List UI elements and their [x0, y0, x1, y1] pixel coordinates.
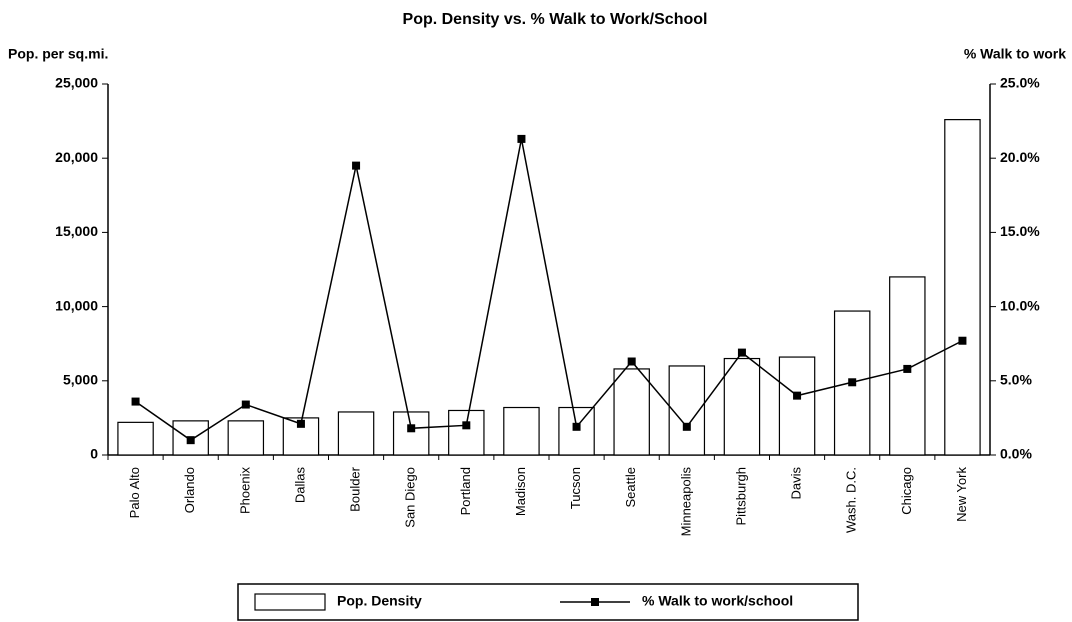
legend-swatch — [254, 593, 326, 611]
marker — [572, 422, 581, 431]
bar — [558, 406, 595, 456]
bar — [117, 421, 154, 456]
y2-tick-label: 5.0% — [1000, 372, 1032, 388]
bar — [448, 409, 485, 456]
y2-tick-label: 0.0% — [1000, 446, 1032, 462]
x-tick-label: Dallas — [292, 467, 307, 504]
x-tick-label: Palo Alto — [127, 467, 142, 518]
y-tick-label: 10,000 — [55, 297, 98, 313]
y2-tick-label: 20.0% — [1000, 149, 1040, 165]
marker — [462, 421, 471, 430]
x-tick-label: Davis — [789, 467, 804, 500]
bar — [723, 357, 761, 456]
marker — [627, 357, 636, 366]
x-tick-label: Portland — [458, 467, 473, 515]
marker — [296, 419, 305, 428]
marker — [737, 348, 746, 357]
marker — [793, 391, 802, 400]
x-tick-label: Boulder — [348, 466, 363, 511]
legend-box — [237, 583, 859, 621]
x-tick-label: Seattle — [623, 467, 638, 507]
y2-tick-label: 10.0% — [1000, 297, 1040, 313]
y-tick-label: 5,000 — [63, 372, 98, 388]
x-tick-label: Tucson — [568, 467, 583, 509]
x-tick-label: Minneapolis — [678, 467, 693, 537]
bar — [392, 411, 430, 456]
y2-tick-label: 15.0% — [1000, 223, 1040, 239]
x-tick-label: Phoenix — [237, 467, 252, 514]
x-tick-label: Madison — [513, 467, 528, 516]
bar — [503, 406, 540, 456]
x-tick-label: Orlando — [182, 467, 197, 513]
y-tick-label: 25,000 — [55, 75, 98, 91]
bar — [227, 420, 265, 456]
marker — [241, 400, 250, 409]
x-tick-label: Pittsburgh — [733, 467, 748, 526]
y-axis-title: Pop. per sq.mi. — [8, 46, 108, 62]
x-tick-label: New York — [954, 467, 969, 522]
x-tick-label: San Diego — [403, 467, 418, 528]
marker — [903, 364, 912, 373]
marker — [352, 161, 361, 170]
marker — [186, 436, 195, 445]
marker — [958, 336, 967, 345]
marker — [682, 422, 691, 431]
bar — [613, 368, 650, 456]
y2-tick-label: 25.0% — [1000, 75, 1040, 91]
marker — [517, 134, 526, 143]
legend-marker — [591, 598, 599, 606]
marker — [407, 424, 416, 433]
y-tick-label: 15,000 — [55, 223, 98, 239]
x-tick-label: Wash. D.C. — [844, 467, 859, 533]
chart-title: Pop. Density vs. % Walk to Work/School — [403, 11, 708, 28]
bar — [944, 119, 981, 456]
y-tick-label: 0 — [90, 446, 98, 462]
y2-axis-title: % Walk to work — [964, 46, 1066, 62]
marker — [848, 378, 857, 387]
bar — [337, 411, 375, 456]
marker — [131, 397, 140, 406]
bar — [778, 356, 816, 456]
legend-label: % Walk to work/school — [642, 593, 793, 609]
x-tick-label: Chicago — [899, 467, 914, 515]
line — [135, 138, 963, 442]
y-tick-label: 20,000 — [55, 149, 98, 165]
legend-label: Pop. Density — [337, 593, 422, 609]
